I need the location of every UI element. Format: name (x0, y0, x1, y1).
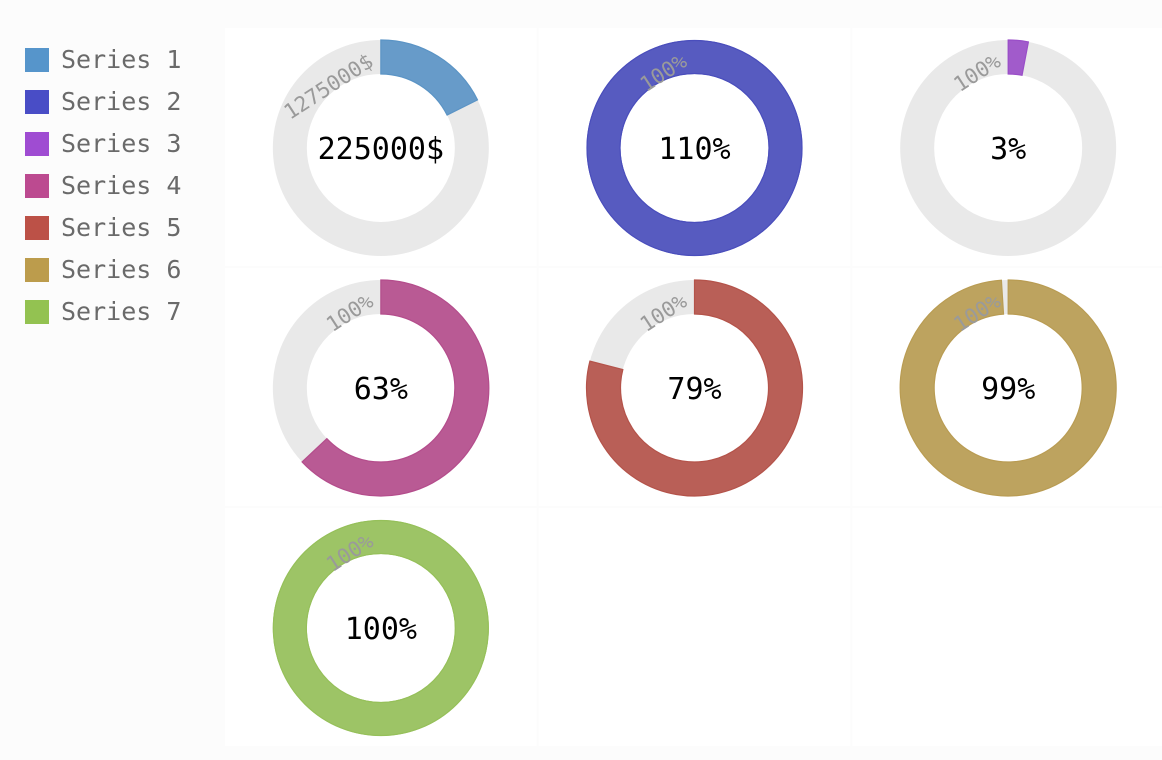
gauge-value-label: 3% (990, 132, 1026, 167)
legend-swatch (25, 258, 49, 282)
legend-swatch (25, 48, 49, 72)
legend-swatch (25, 216, 49, 240)
legend-label: Series 1 (61, 45, 182, 74)
legend-swatch (25, 132, 49, 156)
gauge-value-label: 225000$ (318, 132, 444, 167)
gauge-value-arc[interactable] (585, 279, 804, 497)
legend-label: Series 2 (61, 87, 182, 116)
gauge-value-label: 99% (981, 372, 1035, 407)
gauge-outline (586, 39, 803, 257)
gauge-value-label: 100% (345, 612, 417, 647)
gauge-value-label: 63% (354, 372, 408, 407)
legend-swatch (25, 174, 49, 198)
gauge-outline (619, 72, 770, 224)
legend-label: Series 6 (61, 255, 182, 284)
gauge-value-arc[interactable] (272, 520, 489, 736)
gauge-value-arc[interactable] (1007, 39, 1030, 77)
gauge-panel (852, 508, 1162, 746)
legend-swatch (25, 90, 49, 114)
legend-label: Series 4 (61, 171, 182, 200)
gauge-outline (272, 519, 489, 737)
legend-label: Series 3 (61, 129, 182, 158)
gauge-value-label: 79% (667, 372, 721, 407)
gauge-panel (538, 508, 851, 746)
gauge-value-arc[interactable] (380, 39, 479, 116)
legend-label: Series 5 (61, 213, 182, 242)
gauge-value-arc[interactable] (586, 40, 803, 256)
gauge-value-label: 110% (658, 132, 730, 167)
gauge-value-arc[interactable] (301, 279, 490, 497)
legend-swatch (25, 300, 49, 324)
gauge-outline (305, 552, 456, 704)
legend-label: Series 7 (61, 297, 182, 326)
gauge-value-arc[interactable] (899, 279, 1117, 497)
